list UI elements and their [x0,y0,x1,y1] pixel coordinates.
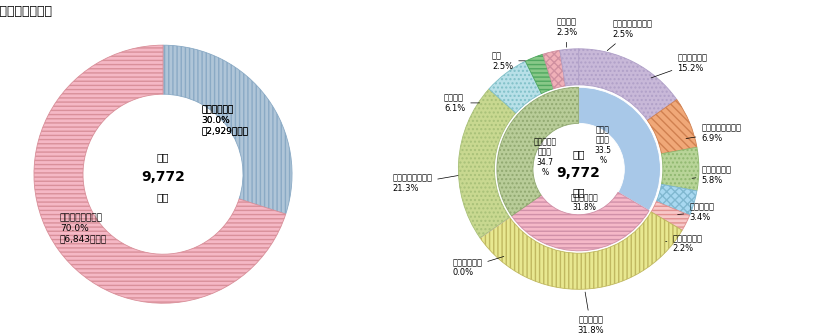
Wedge shape [458,89,516,238]
Wedge shape [34,45,286,303]
Wedge shape [480,212,682,289]
Wedge shape [163,45,292,214]
Text: 映像系
ソフト
33.5
%: 映像系 ソフト 33.5 % [594,125,611,165]
Wedge shape [512,192,649,251]
Text: 億円: 億円 [572,187,585,197]
Wedge shape [560,49,579,86]
Text: コミック
2.3%: コミック 2.3% [556,17,577,47]
Wedge shape [489,61,541,113]
Text: ネットオリジナル
6.9%: ネットオリジナル 6.9% [686,123,742,143]
Text: テキスト系その他
2.5%: テキスト系その他 2.5% [607,20,652,51]
Text: 音楽ソフト
31.8%: 音楽ソフト 31.8% [577,292,604,335]
Text: ゲームソフト
15.2%: ゲームソフト 15.2% [651,54,707,78]
Text: 9,772: 9,772 [557,165,601,180]
Text: 総額: 総額 [572,150,585,159]
Wedge shape [497,87,579,216]
Text: 音声系ソフト
31.8%: 音声系ソフト 31.8% [570,193,598,212]
Text: 流通段階別構成比: 流通段階別構成比 [0,5,53,18]
Wedge shape [656,184,697,215]
Wedge shape [579,87,660,211]
Text: テキスト系
ソフト
34.7
%: テキスト系 ソフト 34.7 % [533,137,557,177]
Wedge shape [579,49,676,120]
Text: 9,772: 9,772 [141,170,185,184]
Wedge shape [543,50,566,89]
Text: 一次流通市場
30.0%
（2,929億円）: 一次流通市場 30.0% （2,929億円） [202,105,249,135]
Wedge shape [526,54,553,93]
Text: 新聞記事
6.1%: 新聞記事 6.1% [444,93,480,113]
Text: マルチユース市場
70.0%
（6,843億円）: マルチユース市場 70.0% （6,843億円） [59,213,107,243]
Wedge shape [651,202,689,230]
Wedge shape [480,217,509,238]
Text: 音符
2.5%: 音符 2.5% [492,51,526,70]
Text: 映画ソフト
3.4%: 映画ソフト 3.4% [677,203,714,222]
Wedge shape [647,99,697,154]
Text: 一次流通市場
30.0%
（2,929億円）: 一次流通市場 30.0% （2,929億円） [202,105,249,135]
Text: 総額: 総額 [156,152,170,162]
Text: ビデオソフト
5.8%: ビデオソフト 5.8% [692,165,731,185]
Text: 億円: 億円 [156,192,170,202]
Text: 音声系その他
0.0%: 音声系その他 0.0% [452,257,504,277]
Wedge shape [662,147,699,191]
Text: 映像系その他
2.2%: 映像系その他 2.2% [666,234,703,253]
Text: データベース記事
21.3%: データベース記事 21.3% [392,174,458,193]
